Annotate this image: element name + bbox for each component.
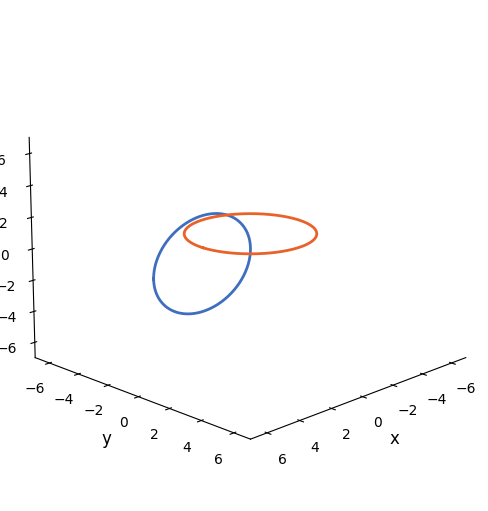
X-axis label: x: x [390, 430, 400, 448]
Y-axis label: y: y [101, 430, 111, 448]
